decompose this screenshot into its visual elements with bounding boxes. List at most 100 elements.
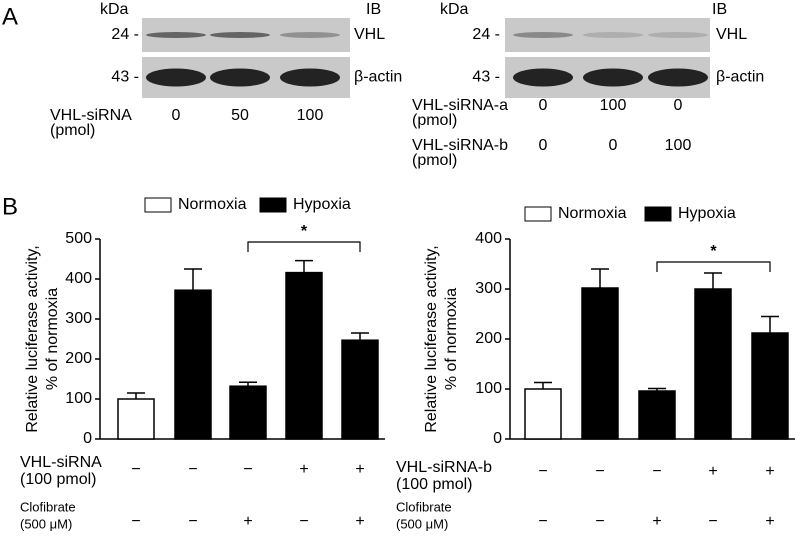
row-label: (pmol) bbox=[50, 122, 95, 139]
marker-label: 43 - bbox=[472, 69, 500, 86]
row-value: 0 bbox=[172, 107, 181, 124]
marker-label: 24 - bbox=[111, 26, 139, 43]
blot-band bbox=[210, 32, 270, 38]
condition-value: + bbox=[355, 513, 364, 530]
row-value: 0 bbox=[609, 137, 618, 154]
condition-label: Clofibrate bbox=[396, 499, 452, 514]
legend-swatch bbox=[259, 197, 287, 213]
condition-value: + bbox=[652, 513, 661, 530]
bar bbox=[229, 385, 267, 440]
row-label: VHL-siRNA-a bbox=[412, 97, 508, 114]
condition-value: − bbox=[595, 513, 604, 530]
y-tick-label: 0 bbox=[493, 430, 502, 447]
condition-label: VHL-siRNA bbox=[20, 454, 102, 471]
y-tick-label: 400 bbox=[475, 230, 502, 247]
blot-band bbox=[146, 32, 206, 38]
condition-label: VHL-siRNA-b bbox=[396, 459, 492, 476]
row-value: 100 bbox=[297, 107, 324, 124]
y-tick-label: 500 bbox=[65, 230, 92, 247]
legend-label: Normoxia bbox=[558, 205, 627, 222]
y-tick-label: 100 bbox=[475, 380, 502, 397]
bar bbox=[694, 288, 732, 440]
row-value: 50 bbox=[231, 107, 249, 124]
significance-label: * bbox=[710, 243, 717, 260]
condition-value: + bbox=[765, 463, 774, 480]
condition-label: (100 pmol) bbox=[20, 471, 96, 488]
bar bbox=[524, 388, 562, 440]
bar bbox=[341, 339, 379, 440]
ib-label: IB bbox=[712, 1, 727, 18]
significance-bracket bbox=[656, 261, 771, 272]
blot-band bbox=[648, 68, 708, 87]
row-label: VHL-siRNA bbox=[50, 107, 132, 124]
kda-label: kDa bbox=[440, 1, 469, 18]
condition-value: + bbox=[765, 513, 774, 530]
bar bbox=[638, 390, 676, 440]
condition-label: (500 μM) bbox=[396, 516, 448, 531]
blot-band bbox=[583, 32, 643, 38]
legend-swatch bbox=[144, 197, 172, 213]
legend-label: Hypoxia bbox=[678, 205, 736, 222]
bar bbox=[285, 271, 323, 440]
y-tick-label: 200 bbox=[475, 330, 502, 347]
y-axis-label: Relative luciferase activity, bbox=[423, 245, 440, 432]
bar bbox=[581, 287, 619, 440]
condition-label: (500 μM) bbox=[20, 516, 72, 531]
blot-band bbox=[280, 32, 340, 38]
legend-swatch bbox=[644, 206, 672, 222]
condition-value: − bbox=[595, 463, 604, 480]
condition-value: − bbox=[131, 513, 140, 530]
target-label: VHL bbox=[354, 26, 385, 43]
blot-band bbox=[648, 32, 708, 38]
panel-label: B bbox=[2, 193, 18, 220]
marker-label: 43 - bbox=[111, 69, 139, 86]
y-tick-label: 400 bbox=[65, 270, 92, 287]
condition-value: − bbox=[538, 463, 547, 480]
condition-value: + bbox=[708, 463, 717, 480]
y-tick-label: 100 bbox=[65, 390, 92, 407]
y-axis-label: % of normoxia bbox=[44, 288, 61, 390]
blot-band bbox=[146, 68, 206, 87]
blot-band bbox=[583, 68, 643, 87]
blot-band bbox=[210, 68, 270, 87]
row-value: 100 bbox=[600, 97, 627, 114]
significance-label: * bbox=[301, 223, 308, 240]
condition-value: − bbox=[243, 461, 252, 478]
condition-value: − bbox=[188, 461, 197, 478]
condition-value: − bbox=[708, 513, 717, 530]
condition-value: + bbox=[243, 513, 252, 530]
target-label: β-actin bbox=[354, 69, 402, 86]
bar bbox=[174, 289, 212, 440]
row-value: 0 bbox=[539, 137, 548, 154]
ib-label: IB bbox=[366, 1, 381, 18]
condition-value: − bbox=[538, 513, 547, 530]
condition-value: − bbox=[188, 513, 197, 530]
legend-label: Normoxia bbox=[178, 196, 247, 213]
y-tick-label: 300 bbox=[475, 280, 502, 297]
legend-label: Hypoxia bbox=[293, 196, 351, 213]
kda-label: kDa bbox=[100, 1, 129, 18]
condition-label: Clofibrate bbox=[20, 499, 76, 514]
target-label: β-actin bbox=[716, 69, 764, 86]
blot-band bbox=[513, 68, 573, 87]
panel-label: A bbox=[2, 3, 18, 30]
target-label: VHL bbox=[716, 26, 747, 43]
y-tick-label: 200 bbox=[65, 350, 92, 367]
row-value: 0 bbox=[539, 97, 548, 114]
y-tick-label: 300 bbox=[65, 310, 92, 327]
blot-band bbox=[513, 32, 573, 38]
condition-value: + bbox=[355, 461, 364, 478]
bar bbox=[117, 398, 155, 440]
y-axis-label: % of normoxia bbox=[443, 288, 460, 390]
blot-strip bbox=[505, 18, 710, 52]
significance-bracket bbox=[247, 241, 361, 252]
blot-band bbox=[280, 68, 340, 87]
row-label: (pmol) bbox=[412, 112, 457, 129]
condition-label: (100 pmol) bbox=[396, 476, 472, 493]
condition-value: − bbox=[652, 463, 661, 480]
condition-value: − bbox=[299, 513, 308, 530]
row-label: (pmol) bbox=[412, 152, 457, 169]
row-value: 0 bbox=[674, 97, 683, 114]
marker-label: 24 - bbox=[472, 26, 500, 43]
